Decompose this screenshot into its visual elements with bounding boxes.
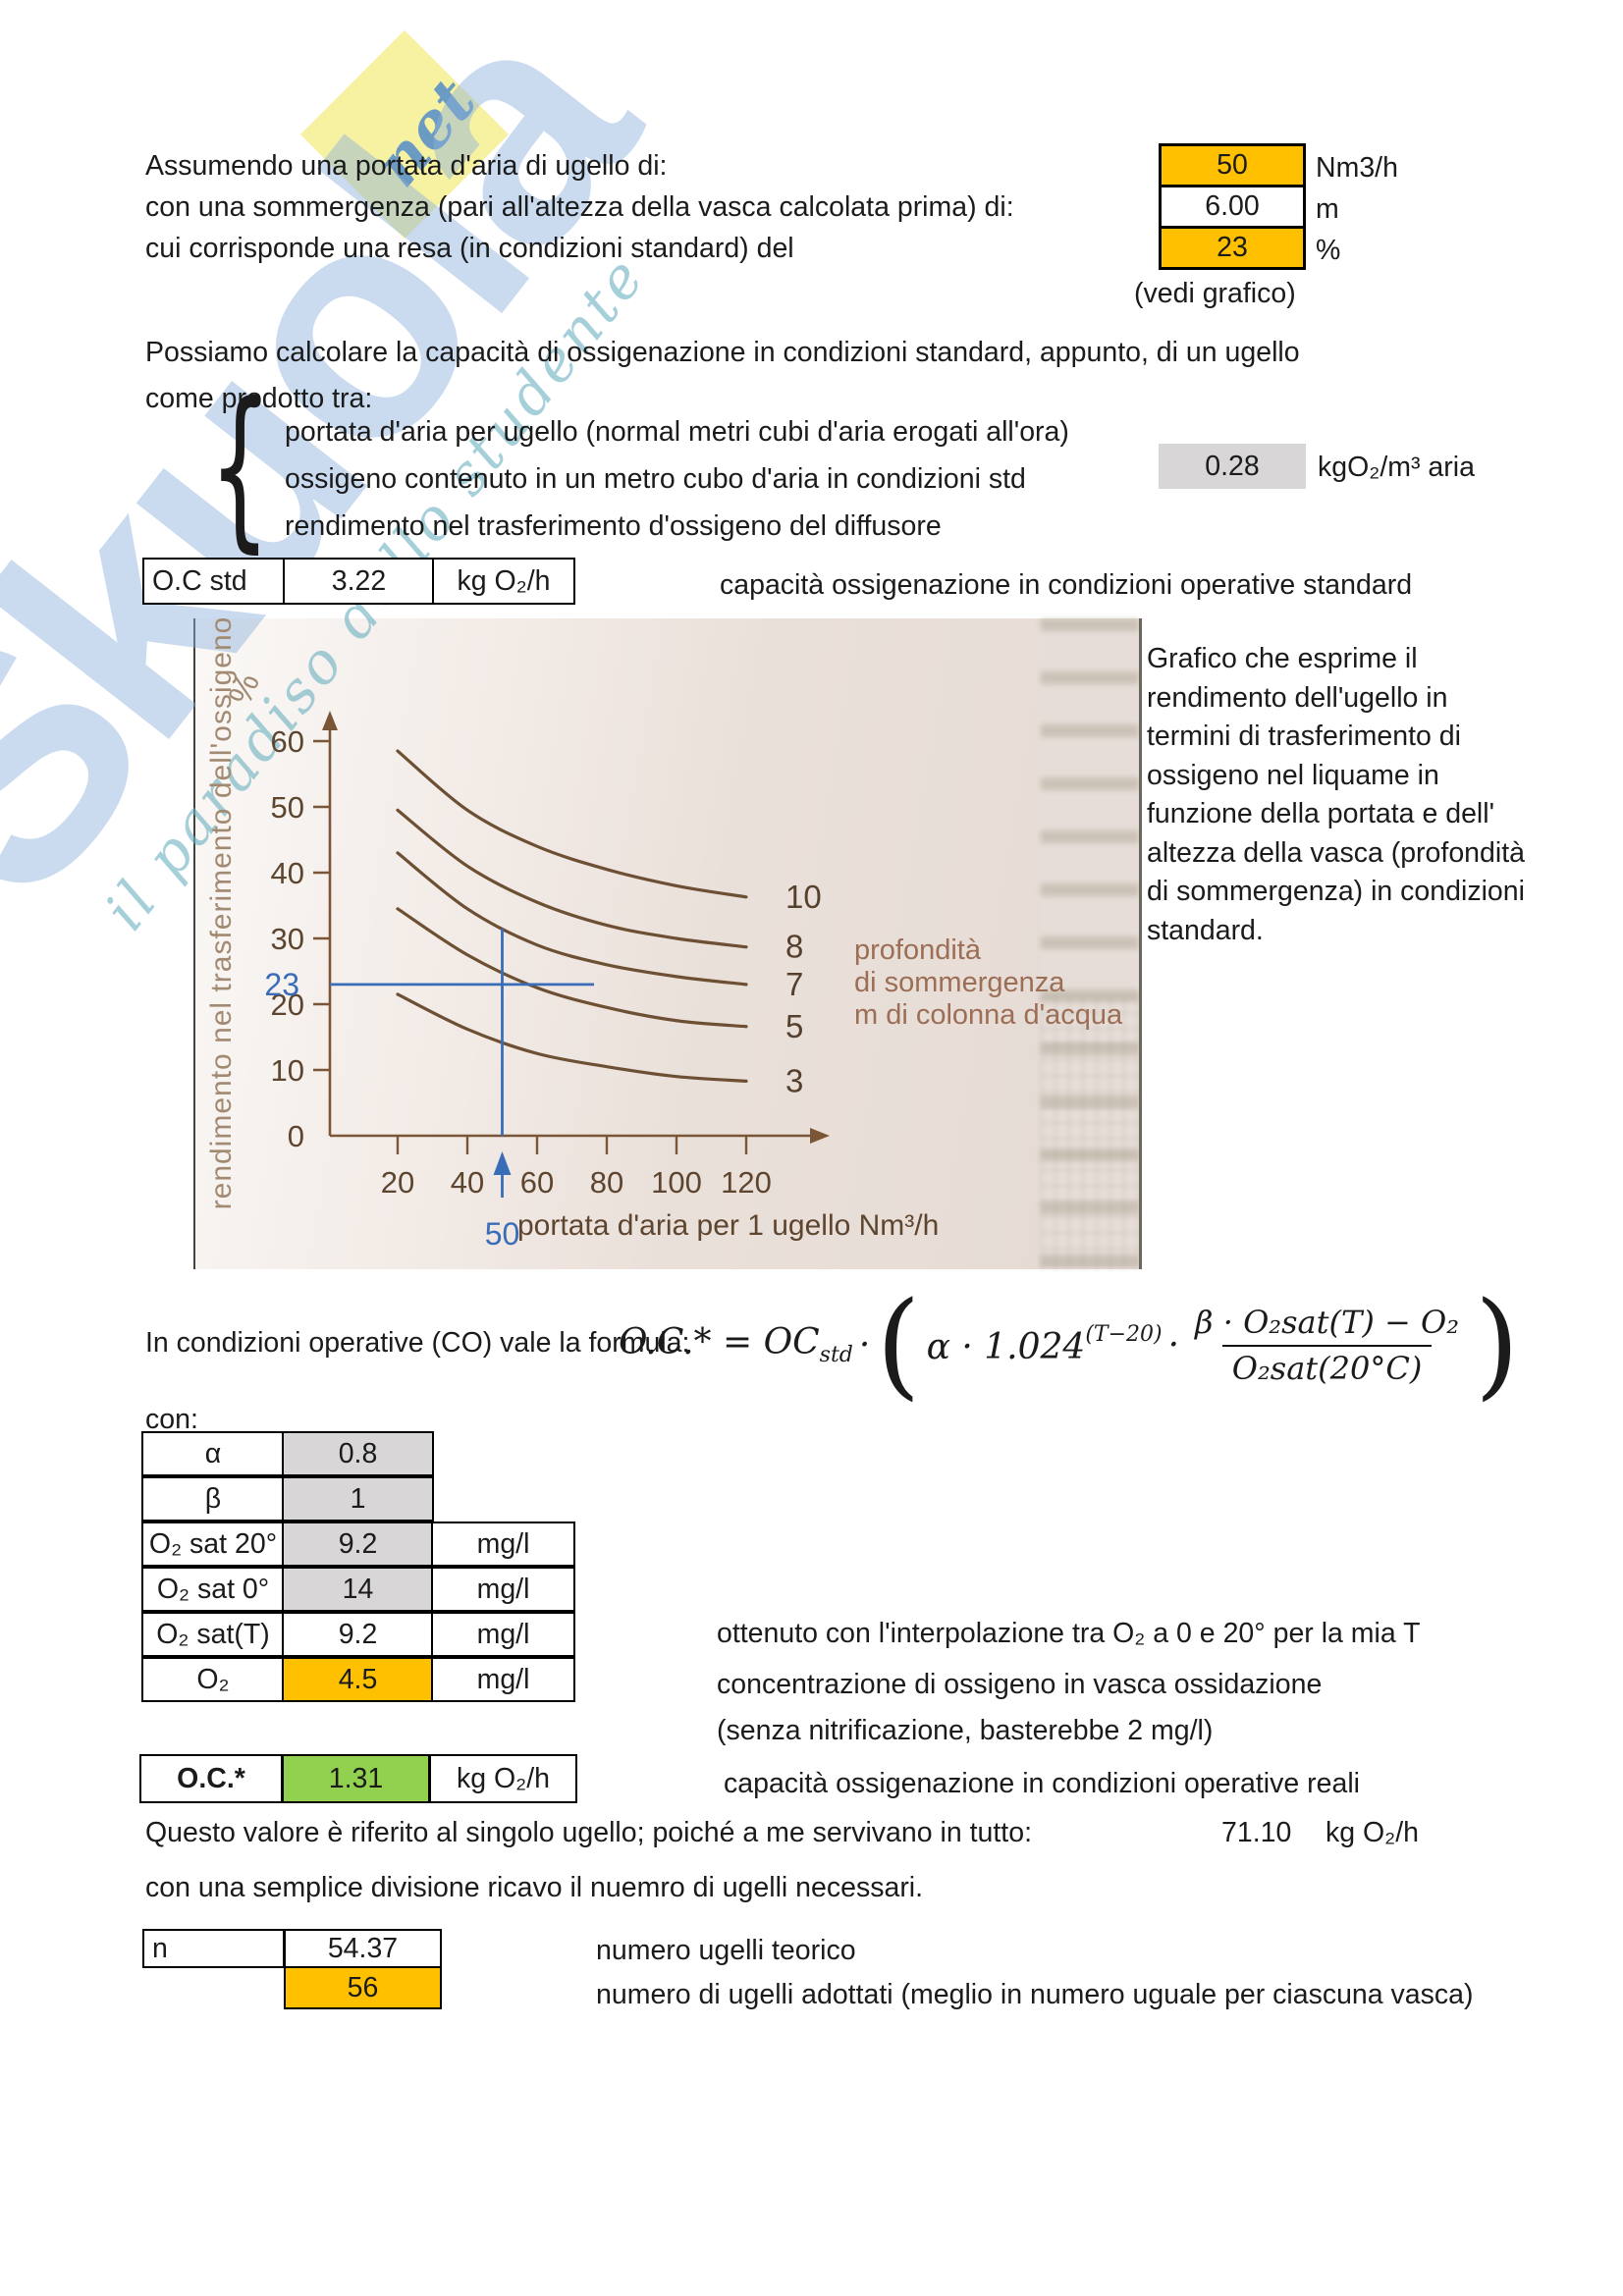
oc-std-unit-cell: kg O₂/h xyxy=(432,558,575,605)
oc-star-formula: O.C.* = OCstd · ( α · 1.024(T−20) · β · … xyxy=(619,1276,1520,1413)
oc-std-value-cell: 3.22 xyxy=(283,558,435,605)
chart-description: Grafico che esprime il rendimento dell'u… xyxy=(1147,643,1525,946)
svg-text:10: 10 xyxy=(785,879,822,915)
o2sat20-unit-cell: mg/l xyxy=(431,1522,575,1567)
efficiency-unit: % xyxy=(1316,235,1341,266)
alpha-value-cell: 0.8 xyxy=(282,1431,434,1476)
formula-numerator: β · O₂sat(T) − O₂ xyxy=(1195,1303,1460,1341)
svg-text:60: 60 xyxy=(271,724,304,759)
formula-multiplication-dot-2: · xyxy=(1167,1324,1180,1365)
header-line-1: Assumendo una portata d'aria di ugello d… xyxy=(145,150,668,182)
o2sat20-value-cell: 9.2 xyxy=(282,1522,434,1567)
formula-lhs-subscript: std xyxy=(819,1343,853,1368)
chart-scan-background xyxy=(193,618,1142,1269)
o2sat0-unit-cell: mg/l xyxy=(431,1567,575,1612)
svg-text:portata d'aria per 1 ugello Nm: portata d'aria per 1 ugello Nm³/h xyxy=(517,1209,939,1242)
svg-text:50: 50 xyxy=(485,1216,520,1252)
see-chart-note: (vedi grafico) xyxy=(1134,278,1296,309)
oc-star-value-cell: 1.31 xyxy=(282,1754,430,1803)
oc-star-caption: capacità ossigenazione in condizioni ope… xyxy=(724,1768,1360,1799)
svg-text:30: 30 xyxy=(271,922,304,956)
chart-bleedthrough-strip xyxy=(1041,618,1139,1269)
brace-item-2: ossigeno contenuto in un metro cubo d'ar… xyxy=(285,463,1026,495)
total-need-line: Questo valore è riferito al singolo ugel… xyxy=(145,1817,1032,1848)
svg-text:20: 20 xyxy=(271,988,304,1022)
o2-value-cell: 4.5 xyxy=(282,1657,434,1702)
formula-denominator: O₂sat(20°C) xyxy=(1221,1344,1433,1387)
svg-text:40: 40 xyxy=(271,856,304,890)
beta-value-cell: 1 xyxy=(282,1476,434,1522)
o2satT-value-cell: 9.2 xyxy=(282,1612,434,1657)
oxygen-content-unit: kgO₂/m³ aria xyxy=(1318,452,1475,483)
svg-text:5: 5 xyxy=(785,1008,803,1044)
submergence-unit: m xyxy=(1316,193,1339,225)
formula-intro: In condizioni operative (CO) vale la for… xyxy=(145,1327,690,1359)
svg-text:60: 60 xyxy=(520,1165,554,1200)
efficiency-chart: 0 10 20 30 40 50 60 20 40 60 80 100 120 10 8 7 5 3 23 50 por… xyxy=(193,616,1142,1269)
oc-star-unit-cell: kg O₂/h xyxy=(429,1754,577,1803)
svg-text:80: 80 xyxy=(590,1165,623,1200)
header-line-3: cui corrisponde una resa (in condizioni … xyxy=(145,233,794,264)
svg-text:rendimento nel trasferimento d: rendimento nel trasferimento dell'ossige… xyxy=(205,618,238,1209)
formula-lhs: O.C.* = OCstd xyxy=(619,1321,853,1368)
svg-text:8: 8 xyxy=(785,929,803,965)
air-flow-unit: Nm3/h xyxy=(1316,152,1398,184)
depth-series-label: profondità di sommergenza m di colonna d… xyxy=(854,934,1123,1031)
svg-text:0: 0 xyxy=(288,1119,304,1153)
o2satT-annotation: ottenuto con l'interpolazione tra O₂ a 0… xyxy=(717,1618,1421,1649)
air-flow-value-cell: 50 xyxy=(1159,143,1306,187)
svg-text:7: 7 xyxy=(785,966,803,1002)
svg-text:40: 40 xyxy=(451,1165,484,1200)
oxygen-content-value-cell: 0.28 xyxy=(1159,444,1306,489)
n-label-cell: n xyxy=(142,1929,285,1968)
o2sat0-label-cell: O₂ sat 0° xyxy=(141,1567,285,1612)
total-need-value: 71.10 xyxy=(1221,1817,1292,1848)
bleedthrough-text-smudges xyxy=(1041,618,1139,1269)
con-label: con: xyxy=(145,1404,198,1435)
svg-text:50: 50 xyxy=(271,790,304,825)
oc-star-label-cell: O.C.* xyxy=(139,1754,283,1803)
n-adopted-cell: 56 xyxy=(284,1966,442,2009)
o2satT-label-cell: O₂ sat(T) xyxy=(141,1612,285,1657)
o2sat0-value-cell: 14 xyxy=(282,1567,434,1612)
intro-line-1: Possiamo calcolare la capacità di ossige… xyxy=(145,337,1300,368)
svg-text:23: 23 xyxy=(264,967,299,1002)
nitrification-annotation: (senza nitrificazione, basterebbe 2 mg/l… xyxy=(717,1715,1214,1746)
header-line-2: con una sommergenza (pari all'altezza de… xyxy=(145,191,1014,223)
formula-alpha-factor: α · 1.024(T−20) xyxy=(926,1322,1163,1367)
brace-glyph: { xyxy=(209,365,271,568)
o2-annotation: concentrazione di ossigeno in vasca ossi… xyxy=(717,1669,1323,1700)
formula-multiplication-dot: · xyxy=(858,1324,871,1365)
svg-text:10: 10 xyxy=(271,1053,304,1088)
svg-text:20: 20 xyxy=(381,1165,414,1200)
n-adopted-caption: numero di ugelli adottati (meglio in num… xyxy=(596,1979,1474,2010)
oc-std-caption: capacità ossigenazione in condizioni ope… xyxy=(720,569,1413,601)
brace-item-1: portata d'aria per ugello (normal metri … xyxy=(285,416,1069,448)
n-theoretical-caption: numero ugelli teorico xyxy=(596,1935,856,1966)
division-line: con una semplice divisione ricavo il nue… xyxy=(145,1872,924,1903)
submergence-value-cell: 6.00 xyxy=(1159,185,1306,229)
n-theoretical-cell: 54.37 xyxy=(284,1929,442,1968)
formula-fraction: β · O₂sat(T) − O₂ O₂sat(20°C) xyxy=(1185,1304,1469,1387)
oc-std-label-cell: O.C std xyxy=(142,558,286,605)
intro-line-2: come prodotto tra: xyxy=(145,383,373,414)
o2satT-unit-cell: mg/l xyxy=(431,1612,575,1657)
o2-label-cell: O₂ xyxy=(141,1657,285,1702)
formula-exponent: (T−20) xyxy=(1085,1322,1163,1347)
total-need-unit: kg O₂/h xyxy=(1325,1817,1420,1848)
o2sat20-label-cell: O₂ sat 20° xyxy=(141,1522,285,1567)
beta-label-cell: β xyxy=(141,1476,285,1522)
brace-item-3: rendimento nel trasferimento d'ossigeno … xyxy=(285,510,942,542)
svg-text:100: 100 xyxy=(651,1165,702,1200)
efficiency-value-cell: 23 xyxy=(1159,226,1306,270)
svg-text:3: 3 xyxy=(785,1062,803,1098)
o2-unit-cell: mg/l xyxy=(431,1657,575,1702)
alpha-label-cell: α xyxy=(141,1431,285,1476)
bleedthrough-grid-smudges xyxy=(1041,995,1139,1269)
svg-text:120: 120 xyxy=(721,1165,772,1200)
